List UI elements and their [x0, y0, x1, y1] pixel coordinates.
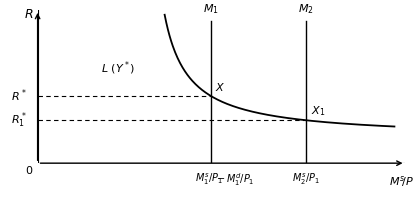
Text: $M^s\!/P$: $M^s\!/P$ — [389, 174, 415, 189]
Text: 0: 0 — [25, 166, 32, 176]
Text: $R_1^*$: $R_1^*$ — [11, 110, 27, 130]
Text: $X$: $X$ — [215, 81, 225, 93]
Text: $L\ (Y^*)$: $L\ (Y^*)$ — [101, 59, 136, 77]
Text: $M_1$: $M_1$ — [203, 2, 219, 16]
Text: $-$: $-$ — [216, 172, 225, 182]
Text: $R^*$: $R^*$ — [11, 87, 27, 104]
Text: $M_2^s/P_1$: $M_2^s/P_1$ — [292, 172, 320, 187]
Text: $R$: $R$ — [24, 8, 33, 21]
Text: $M_1^d/P_1$: $M_1^d/P_1$ — [226, 172, 254, 188]
Text: $M_2$: $M_2$ — [298, 2, 314, 16]
Text: $X_1$: $X_1$ — [311, 104, 325, 118]
Text: $M_1^s/P_1$: $M_1^s/P_1$ — [195, 172, 222, 187]
